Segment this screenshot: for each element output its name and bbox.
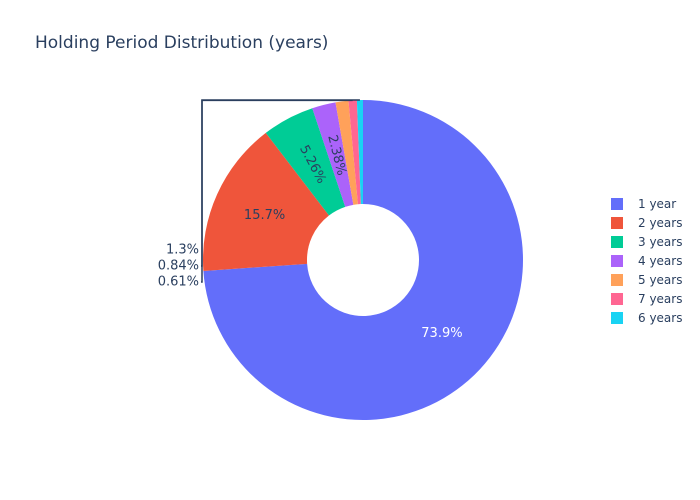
slice-3-years[interactable]	[265, 108, 346, 216]
legend-swatch-3-years[interactable]	[611, 236, 623, 248]
slice-label-1-year: 73.9%	[421, 326, 462, 341]
slice-1-year[interactable]	[203, 100, 523, 420]
leader-line-6-years	[201, 99, 360, 283]
legend-label-7-years[interactable]: 7 years	[638, 292, 682, 306]
legend-label-6-years[interactable]: 6 years	[638, 311, 682, 325]
legend-swatch-4-years[interactable]	[611, 255, 623, 267]
legend-label-1-year[interactable]: 1 year	[638, 197, 676, 211]
slice-5-years[interactable]	[335, 100, 358, 205]
legend-swatch-6-years[interactable]	[611, 312, 623, 324]
legend-label-5-years[interactable]: 5 years	[638, 273, 682, 287]
chart-title: Holding Period Distribution (years)	[35, 33, 329, 53]
legend-swatch-7-years[interactable]	[611, 293, 623, 305]
legend-label-2-years[interactable]: 2 years	[638, 216, 682, 230]
slice-4-years[interactable]	[312, 102, 354, 207]
slice-2-years[interactable]	[203, 132, 329, 271]
slice-label-5-years: 1.3%	[166, 243, 199, 258]
slice-label-7-years: 0.84%	[158, 259, 199, 274]
legend-label-4-years[interactable]: 4 years	[638, 254, 682, 268]
legend-swatch-2-years[interactable]	[611, 217, 623, 229]
slice-7-years[interactable]	[348, 100, 361, 205]
legend: 1 year 2 years 3 years 4 years 5 years 7 year…	[611, 197, 682, 325]
legend-swatch-5-years[interactable]	[611, 274, 623, 286]
legend-label-3-years[interactable]: 3 years	[638, 235, 682, 249]
slice-6-years[interactable]	[356, 100, 363, 205]
legend-swatch-1-year[interactable]	[611, 198, 623, 210]
slice-label-2-years: 15.7%	[244, 208, 285, 223]
slices-layer	[203, 100, 523, 420]
slice-label-6-years: 0.61%	[158, 275, 199, 290]
